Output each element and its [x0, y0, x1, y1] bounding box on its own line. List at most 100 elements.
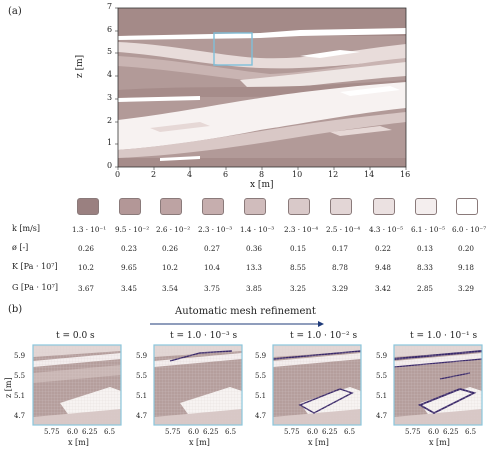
b2-y-tick-4: 4.7: [136, 412, 148, 420]
G-value: 3.29: [458, 284, 475, 293]
k-value: 1.4 · 10⁻³: [240, 225, 275, 234]
b1-xlabel: x [m]: [68, 438, 89, 447]
phi-value: 0.13: [417, 244, 434, 253]
y-tick-0: 0: [107, 161, 113, 170]
y-tick-4: 4: [107, 70, 113, 79]
K-value: 8.33: [417, 263, 434, 272]
phi-value: 0.27: [204, 244, 221, 253]
b-y-tick-2: 5.5: [14, 372, 26, 380]
x-tick-0: 0: [115, 170, 121, 179]
K-value: 10.2: [78, 263, 95, 272]
phi-value: 0.36: [246, 244, 263, 253]
swatch-6: [288, 198, 310, 215]
y-tick-7: 7: [107, 2, 113, 11]
subplot-title-4: t = 1.0 · 10⁻¹ s: [410, 331, 478, 341]
K-value: 8.78: [332, 263, 349, 272]
swatch-4: [202, 198, 224, 215]
panel-a-plot: [115, 7, 407, 170]
panel-a-label: (a): [8, 6, 22, 17]
x-tick-10: 10: [292, 170, 303, 179]
K-value: 9.18: [458, 263, 475, 272]
b2-y-tick-2: 5.5: [136, 372, 148, 380]
b4-x-tick: 6.0: [428, 428, 440, 436]
y-tick-1: 1: [107, 138, 113, 147]
phi-value: 0.15: [290, 244, 307, 253]
x-tick-4: 4: [187, 170, 193, 179]
K-value: 8.55: [290, 263, 307, 272]
panel-a-xlabel: x [m]: [250, 180, 274, 190]
b2-x-tick: 6.0: [188, 428, 200, 436]
b1-x-tick: 6.25: [82, 428, 98, 436]
x-tick-6: 6: [223, 170, 229, 179]
G-value: 3.67: [78, 284, 95, 293]
G-value: 3.75: [204, 284, 221, 293]
b1-x-tick: 6.0: [67, 428, 79, 436]
K-value: 13.3: [246, 263, 263, 272]
b4-x-tick: 6.5: [465, 428, 477, 436]
b-y-tick-3: 5.1: [14, 392, 26, 400]
subplot-title-3: t = 1.0 · 10⁻² s: [290, 331, 358, 341]
subplot-2: [154, 345, 242, 425]
b3-x-tick: 5.75: [284, 428, 300, 436]
subplot-4: [394, 345, 482, 425]
phi-value: 0.22: [375, 244, 392, 253]
swatch-9: [415, 198, 437, 215]
K-value: 9.48: [375, 263, 392, 272]
k-value: 2.6 · 10⁻²: [156, 225, 191, 234]
k-value: 2.3 · 10⁻³: [198, 225, 233, 234]
x-tick-2: 2: [151, 170, 157, 179]
subplot-title-1: t = 0.0 s: [56, 331, 95, 341]
G-value: 3.45: [121, 284, 138, 293]
b-y-tick-1: 5.9: [14, 352, 26, 360]
b1-x-tick: 5.75: [44, 428, 60, 436]
b-y-tick-4: 4.7: [14, 412, 26, 420]
k-value: 9.5 · 10⁻²: [115, 225, 150, 234]
phi-value: 0.17: [332, 244, 349, 253]
b3-y-tick-3: 5.1: [255, 392, 267, 400]
k-value: 2.5 · 10⁻⁴: [326, 225, 361, 234]
b4-y-tick-2: 5.5: [376, 372, 388, 380]
y-tick-5: 5: [107, 47, 113, 56]
swatch-2: [119, 198, 141, 215]
b2-y-tick-1: 5.9: [136, 352, 148, 360]
b3-x-tick: 6.25: [322, 428, 338, 436]
b4-x-tick: 6.25: [443, 428, 459, 436]
x-tick-8: 8: [259, 170, 265, 179]
subplot-title-2: t = 1.0 · 10⁻³ s: [170, 331, 238, 341]
b4-y-tick-3: 5.1: [376, 392, 388, 400]
phi-value: 0.20: [458, 244, 475, 253]
b1-x-tick: 6.5: [104, 428, 116, 436]
x-tick-12: 12: [328, 170, 339, 179]
K-value: 10.4: [204, 263, 221, 272]
k-value: 4.3 · 10⁻⁵: [369, 225, 404, 234]
k-value: 1.3 · 10⁻¹: [72, 225, 107, 234]
phi-value: 0.26: [162, 244, 179, 253]
K-value: 10.2: [162, 263, 179, 272]
k-value: 2.3 · 10⁻⁴: [284, 225, 319, 234]
swatch-3: [160, 198, 182, 215]
k-value: 6.0 · 10⁻⁷: [452, 225, 487, 234]
b3-y-tick-1: 5.9: [255, 352, 267, 360]
y-tick-6: 6: [107, 25, 113, 34]
phi-value: 0.26: [78, 244, 95, 253]
K-value: 9.65: [121, 263, 138, 272]
y-tick-3: 3: [107, 93, 113, 102]
row-label-G: G [Pa · 10⁷]: [12, 283, 58, 292]
b3-y-tick-2: 5.5: [255, 372, 267, 380]
panel-b-label: (b): [8, 304, 23, 315]
b3-y-tick-4: 4.7: [255, 412, 267, 420]
G-value: 3.25: [290, 284, 307, 293]
b2-x-tick: 5.75: [165, 428, 181, 436]
b4-y-tick-4: 4.7: [376, 412, 388, 420]
G-value: 3.42: [375, 284, 392, 293]
b4-x-tick: 5.75: [405, 428, 421, 436]
b4-xlabel: x [m]: [429, 438, 450, 447]
x-tick-14: 14: [364, 170, 375, 179]
b2-y-tick-3: 5.1: [136, 392, 148, 400]
swatch-5: [244, 198, 266, 215]
b3-x-tick: 6.5: [344, 428, 356, 436]
G-value: 3.54: [162, 284, 179, 293]
swatch-1: [77, 198, 99, 215]
b2-x-tick: 6.5: [225, 428, 237, 436]
row-label-K: K [Pa · 10⁷]: [12, 262, 58, 271]
